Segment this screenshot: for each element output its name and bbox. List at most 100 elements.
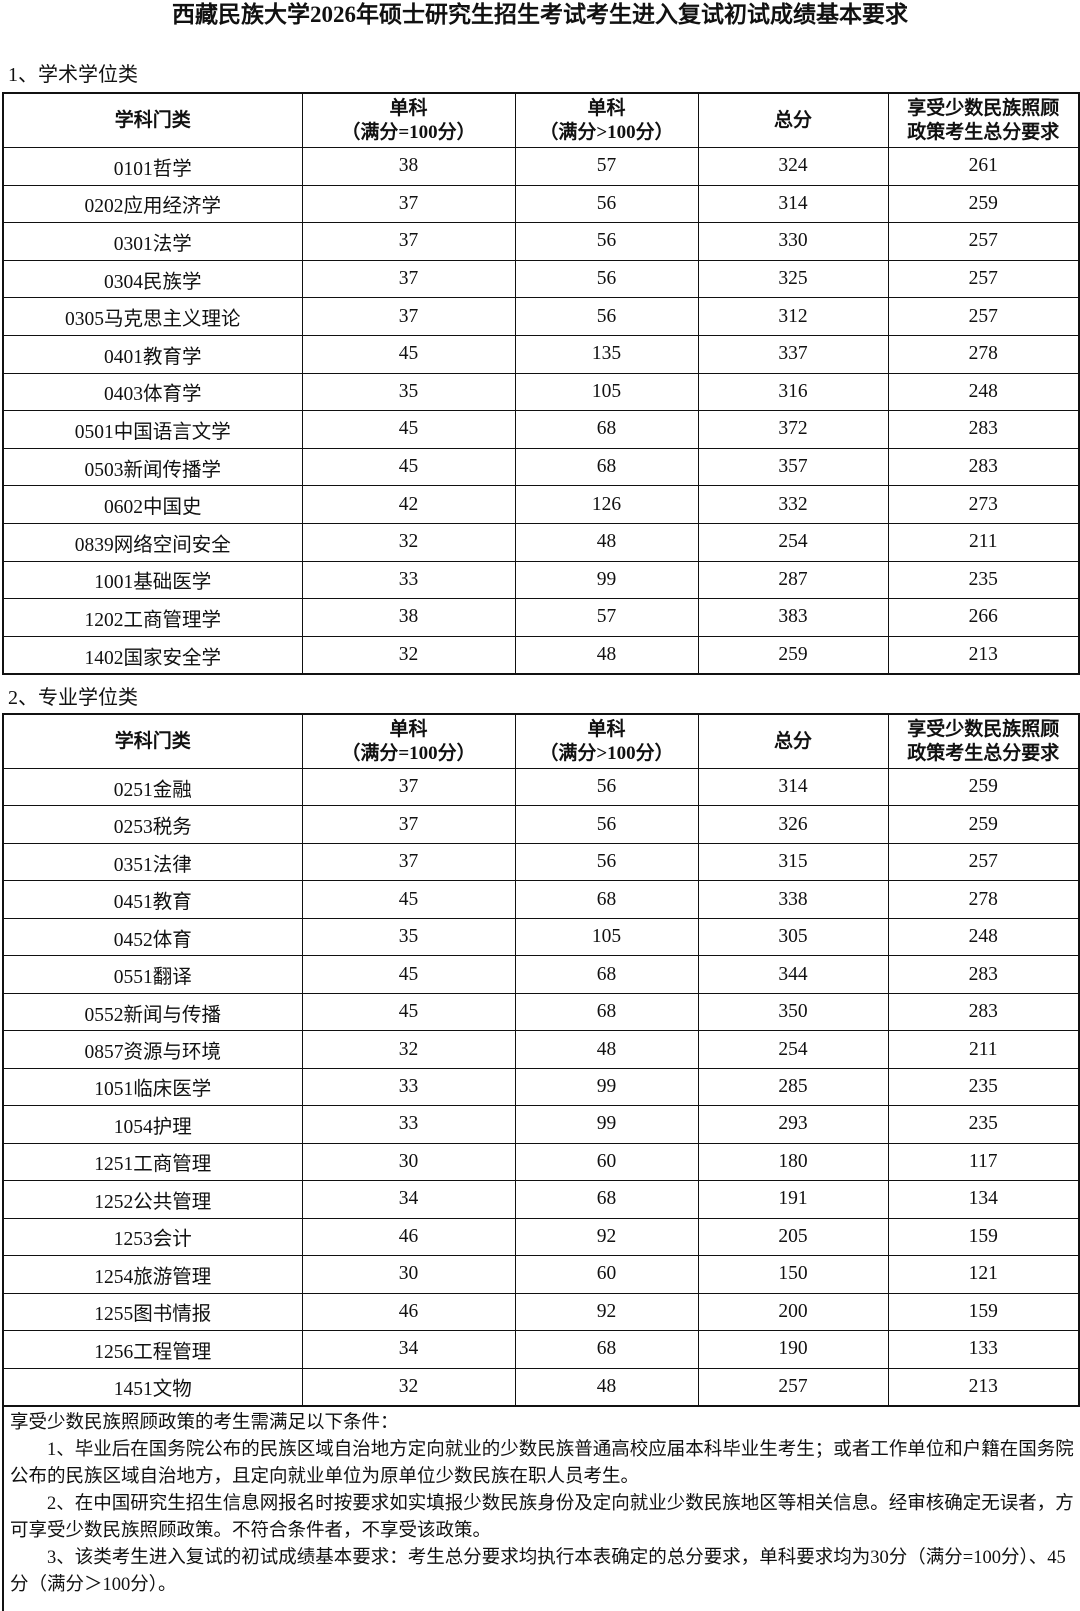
score-cell: 35 — [301, 917, 516, 957]
score-cell: 259 — [887, 767, 1080, 807]
score-cell: 283 — [887, 992, 1080, 1032]
score-cell: 248 — [887, 917, 1080, 957]
score-cell: 332 — [697, 485, 889, 524]
subject-cell: 0253税务 — [2, 805, 303, 844]
title: 西藏民族大学2026年硕士研究生招生考试考生进入复试初试成绩基本要求 — [172, 2, 908, 27]
subject-cell: 0304民族学 — [2, 259, 303, 299]
subject-cell: 1202工商管理学 — [2, 598, 303, 637]
score-cell: 293 — [697, 1105, 889, 1144]
data-row: 0301法学 37 56 330 257 — [2, 222, 1080, 261]
score-cell: 254 — [697, 1030, 889, 1069]
subject-cell: 0101哲学 — [2, 147, 303, 186]
subject-cell: 0301法学 — [2, 222, 303, 261]
score-cell: 99 — [514, 1067, 699, 1107]
score-cell: 68 — [514, 992, 699, 1032]
score-cell: 45 — [301, 334, 516, 374]
subject-cell: 1255图书情报 — [2, 1292, 303, 1332]
score-cell: 159 — [887, 1217, 1080, 1257]
score-cell: 315 — [697, 842, 889, 882]
score-cell: 257 — [697, 1367, 889, 1407]
score-cell: 37 — [301, 259, 516, 299]
data-row: 1202工商管理学 38 57 383 266 — [2, 598, 1080, 637]
score-cell: 283 — [887, 955, 1080, 994]
score-cell: 133 — [887, 1330, 1080, 1369]
header-cell: 享受少数民族照顾 政策考生总分要求 — [887, 92, 1080, 148]
subject-cell: 0451教育 — [2, 880, 303, 919]
score-cell: 190 — [697, 1330, 889, 1369]
score-cell: 38 — [301, 598, 516, 637]
score-cell: 105 — [514, 372, 699, 412]
subject-cell: 1256工程管理 — [2, 1330, 303, 1369]
header-line: 学科门类 — [114, 109, 191, 131]
header-cell: 单科 （满分=100分） — [301, 92, 516, 148]
score-cell: 99 — [514, 1105, 699, 1144]
subject-cell: 0351法律 — [2, 842, 303, 882]
subject-cell: 0551翻译 — [2, 955, 303, 994]
score-cell: 48 — [514, 635, 699, 675]
score-cell: 337 — [697, 334, 889, 374]
score-cell: 45 — [301, 992, 516, 1032]
score-cell: 32 — [301, 1030, 516, 1069]
subject-cell: 1254旅游管理 — [2, 1255, 303, 1294]
data-row: 0551翻译 45 68 344 283 — [2, 955, 1080, 994]
score-cell: 99 — [514, 560, 699, 600]
score-cell: 312 — [697, 297, 889, 336]
score-cell: 305 — [697, 917, 889, 957]
subject-cell: 0202应用经济学 — [2, 184, 303, 224]
score-cell: 259 — [887, 805, 1080, 844]
header-line: 政策考生总分要求 — [907, 742, 1060, 764]
score-cell: 46 — [301, 1217, 516, 1257]
score-cell: 314 — [697, 184, 889, 224]
score-cell: 56 — [514, 805, 699, 844]
score-cell: 32 — [301, 635, 516, 675]
subject-cell: 0401教育学 — [2, 334, 303, 374]
notes-item: 1、毕业后在国务院公布的民族区域自治地方定向就业的少数民族普通高校应届本科毕业生… — [10, 1440, 1074, 1487]
notes-item: 3、该类考生进入复试的初试成绩基本要求：考生总分要求均执行本表确定的总分要求，单… — [10, 1548, 1066, 1595]
subject-cell: 1251工商管理 — [2, 1142, 303, 1182]
score-cell: 30 — [301, 1142, 516, 1182]
data-row: 1402国家安全学 32 48 259 213 — [2, 635, 1080, 675]
score-table: 学科门类 单科 （满分=100分） 单科 （满分>100分） 总分 享受少数民族照顾 政策考生… — [2, 713, 1080, 1407]
data-row: 0251金融 37 56 314 259 — [2, 767, 1080, 807]
header-cell: 学科门类 — [2, 92, 303, 148]
data-row: 0839网络空间安全 32 48 254 211 — [2, 522, 1080, 562]
header-line: （满分=100分） — [341, 121, 476, 143]
subject-cell: 0305马克思主义理论 — [2, 297, 303, 336]
header-cell: 总分 — [697, 92, 889, 148]
score-cell: 32 — [301, 1367, 516, 1407]
subject-cell: 0452体育 — [2, 917, 303, 957]
data-row: 1256工程管理 34 68 190 133 — [2, 1330, 1080, 1369]
score-cell: 68 — [514, 955, 699, 994]
header-line: （满分>100分） — [539, 121, 674, 143]
notes-intro: 享受少数民族照顾政策的考生需满足以下条件： — [10, 1413, 399, 1433]
header-cell: 单科 （满分=100分） — [301, 713, 516, 769]
score-cell: 383 — [697, 598, 889, 637]
score-cell: 34 — [301, 1180, 516, 1219]
score-cell: 283 — [887, 447, 1080, 487]
score-cell: 56 — [514, 222, 699, 261]
score-cell: 278 — [887, 334, 1080, 374]
score-cell: 92 — [514, 1217, 699, 1257]
score-cell: 56 — [514, 297, 699, 336]
data-row: 0857资源与环境 32 48 254 211 — [2, 1030, 1080, 1069]
score-cell: 259 — [887, 184, 1080, 224]
header-row: 学科门类 单科 （满分=100分） 单科 （满分>100分） 总分 享受少数民族照顾 政策考生… — [2, 92, 1080, 148]
score-cell: 126 — [514, 485, 699, 524]
header-cell: 享受少数民族照顾 政策考生总分要求 — [887, 713, 1080, 769]
data-row: 0101哲学 38 57 324 261 — [2, 147, 1080, 186]
score-cell: 121 — [887, 1255, 1080, 1294]
score-cell: 257 — [887, 222, 1080, 261]
subject-cell: 0503新闻传播学 — [2, 447, 303, 487]
subject-cell: 0501中国语言文学 — [2, 410, 303, 449]
score-cell: 211 — [887, 522, 1080, 562]
score-cell: 48 — [514, 522, 699, 562]
header-line: 单科 — [389, 97, 428, 119]
score-cell: 205 — [697, 1217, 889, 1257]
score-cell: 37 — [301, 842, 516, 882]
score-cell: 68 — [514, 447, 699, 487]
score-cell: 325 — [697, 259, 889, 299]
header-cell: 总分 — [697, 713, 889, 769]
score-cell: 45 — [301, 955, 516, 994]
score-cell: 38 — [301, 147, 516, 186]
score-cell: 37 — [301, 222, 516, 261]
